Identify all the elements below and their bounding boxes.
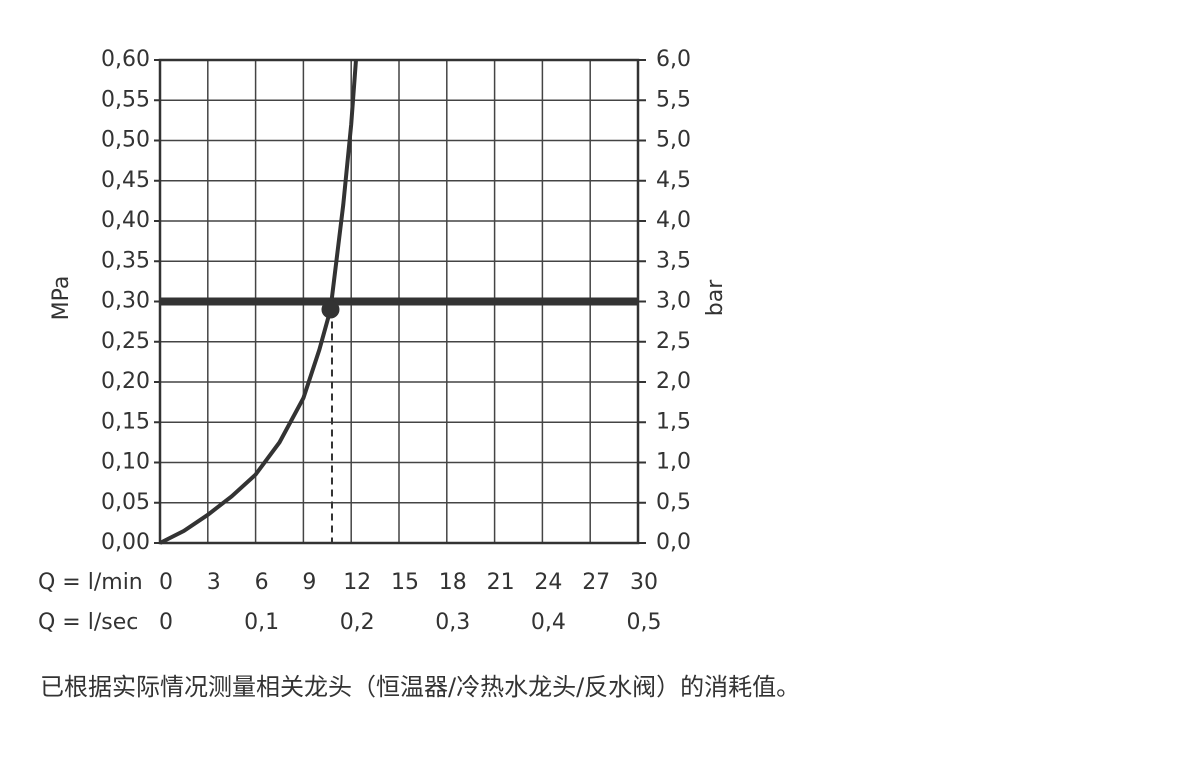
y-tick-label: 0,60 — [101, 47, 150, 72]
x2-tick-label: 0 — [159, 610, 173, 635]
y-axis-label: MPa — [49, 276, 74, 321]
y-tick-label: 0,30 — [101, 289, 150, 314]
y2-tick-label: 4,5 — [656, 168, 691, 193]
x-tick-label: 21 — [487, 570, 515, 595]
x2-tick-label: 0,4 — [531, 610, 566, 635]
x-tick-label: 27 — [582, 570, 610, 595]
y2-tick-label: 5,5 — [656, 87, 691, 112]
x-tick-label: 18 — [439, 570, 467, 595]
y-tick-label: 0,20 — [101, 369, 150, 394]
y-tick-label: 0,55 — [101, 87, 150, 112]
y-tick-label: 0,35 — [101, 248, 150, 273]
x-tick-label: 12 — [343, 570, 371, 595]
x2-tick-label: 0,3 — [435, 610, 470, 635]
curve — [159, 59, 358, 545]
y2-tick-label: 2,0 — [656, 369, 691, 394]
y2-tick-label: 2,5 — [656, 329, 691, 354]
y2-tick-label: 6,0 — [656, 47, 691, 72]
x-tick-label: 6 — [255, 570, 269, 595]
y-tick-label: 0,10 — [101, 450, 150, 475]
y-tick-label: 0,45 — [101, 168, 150, 193]
y2-tick-label: 0,0 — [656, 530, 691, 555]
x2-tick-label: 0,1 — [244, 610, 279, 635]
y2-axis-label: bar — [703, 279, 728, 316]
x-axis-label: Q = l/min — [38, 570, 143, 595]
caption: 已根据实际情况测量相关龙头（恒温器/冷热水龙头/反水阀）的消耗值。 — [40, 673, 800, 701]
y2-tick-label: 3,0 — [656, 289, 691, 314]
x2-tick-label: 0,5 — [627, 610, 662, 635]
y2-tick-label: 4,0 — [656, 208, 691, 233]
x-tick-label: 24 — [534, 570, 562, 595]
y-tick-label: 0,00 — [101, 530, 150, 555]
x-tick-label: 30 — [630, 570, 658, 595]
y2-tick-label: 1,0 — [656, 450, 691, 475]
y2-tick-label: 1,5 — [656, 409, 691, 434]
y2-tick-label: 3,5 — [656, 248, 691, 273]
x2-tick-label: 0,2 — [340, 610, 375, 635]
x-tick-label: 15 — [391, 570, 419, 595]
x-tick-label: 3 — [207, 570, 221, 595]
y-tick-label: 0,40 — [101, 208, 150, 233]
operating-point — [321, 300, 340, 319]
y2-tick-label: 5,0 — [656, 128, 691, 153]
y2-tick-label: 0,5 — [656, 490, 691, 515]
y-tick-label: 0,25 — [101, 329, 150, 354]
y-tick-label: 0,50 — [101, 128, 150, 153]
y-tick-label: 0,15 — [101, 409, 150, 434]
x2-axis-label: Q = l/sec — [38, 610, 138, 635]
x-tick-label: 0 — [159, 570, 173, 595]
x-tick-label: 9 — [302, 570, 316, 595]
y-tick-label: 0,05 — [101, 490, 150, 515]
